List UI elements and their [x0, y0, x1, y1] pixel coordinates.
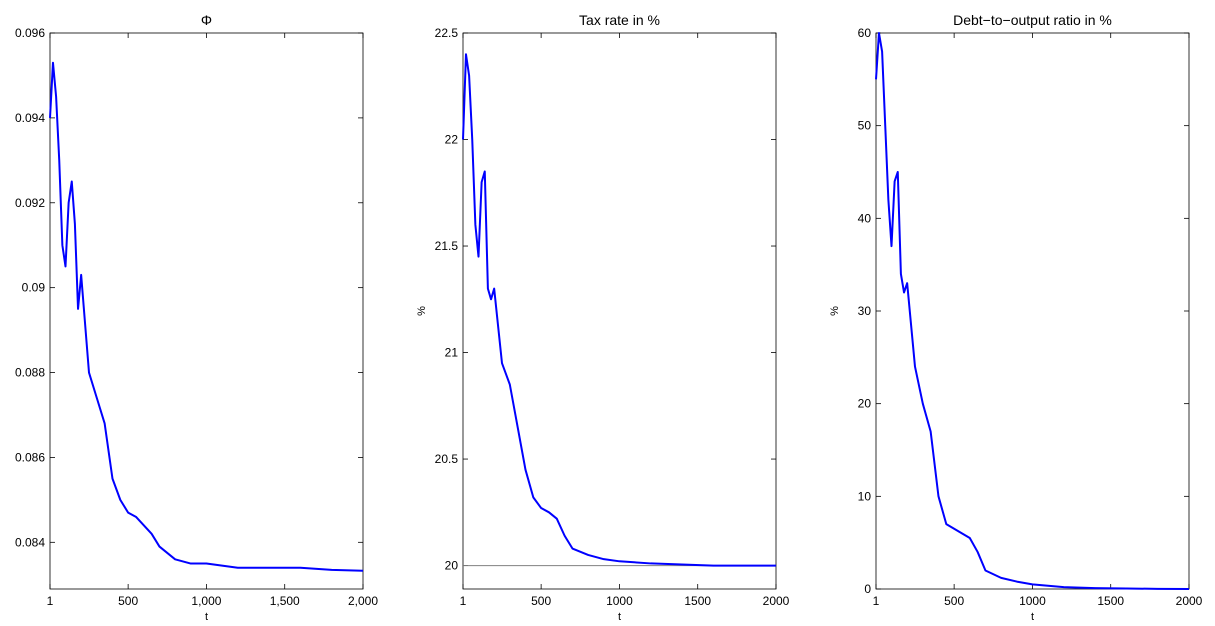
x-tick-label: 1500	[684, 594, 711, 608]
x-tick-label: 1	[47, 594, 54, 608]
plot-area	[875, 32, 1190, 590]
data-line	[49, 61, 364, 572]
y-tick-label: 40	[858, 211, 872, 225]
plot-area	[462, 32, 777, 590]
x-tick-label: 1,000	[191, 594, 221, 608]
x-tick-label: 1500	[1097, 594, 1124, 608]
x-tick-label: 500	[118, 594, 138, 608]
plot-area	[49, 32, 364, 590]
y-tick-label: 21	[445, 346, 459, 360]
y-tick-label: 10	[858, 489, 872, 503]
x-axis-label: t	[205, 611, 208, 623]
x-tick-label: 2000	[763, 594, 790, 608]
y-tick-label: 30	[858, 304, 872, 318]
y-tick-label: 20.5	[435, 452, 459, 466]
y-tick-label: 22	[445, 133, 459, 147]
x-tick-label: 1000	[606, 594, 633, 608]
y-tick-label: 0	[864, 582, 871, 596]
y-axis-label: %	[416, 306, 428, 316]
x-tick-label: 2000	[1176, 594, 1203, 608]
y-tick-label: 22.5	[435, 26, 459, 40]
x-axis-label: t	[618, 611, 621, 623]
x-tick-label: 500	[531, 594, 551, 608]
x-axis-label: t	[1031, 611, 1034, 623]
x-tick-label: 1,500	[270, 594, 300, 608]
x-tick-label: 2,000	[348, 594, 378, 608]
y-axis-label: %	[829, 306, 841, 316]
y-tick-label: 0.094	[15, 111, 45, 125]
y-tick-label: 0.09	[22, 281, 46, 295]
x-tick-label: 500	[944, 594, 964, 608]
y-tick-label: 0.084	[15, 535, 45, 549]
y-tick-label: 21.5	[435, 239, 459, 253]
y-tick-label: 50	[858, 119, 872, 133]
y-tick-label: 60	[858, 26, 872, 40]
y-tick-label: 0.096	[15, 26, 45, 40]
y-tick-label: 0.086	[15, 450, 45, 464]
chart-title: Debt−to−output ratio in %	[953, 12, 1112, 28]
chart-title: Φ	[201, 12, 212, 28]
x-tick-label: 1	[873, 594, 880, 608]
data-line	[462, 53, 776, 567]
y-tick-label: 20	[445, 559, 459, 573]
x-tick-label: 1000	[1019, 594, 1046, 608]
y-tick-label: 20	[858, 397, 872, 411]
y-tick-label: 0.088	[15, 366, 45, 380]
y-tick-label: 0.092	[15, 196, 45, 210]
x-tick-label: 1	[460, 594, 467, 608]
data-line	[875, 32, 1190, 590]
chart-title: Tax rate in %	[579, 12, 660, 28]
